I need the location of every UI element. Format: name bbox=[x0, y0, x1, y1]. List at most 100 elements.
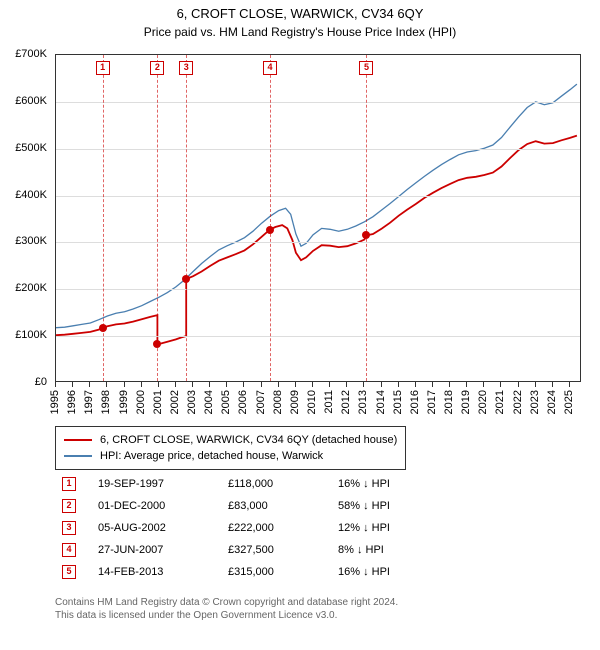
gridline bbox=[56, 149, 580, 150]
x-tick-label: 2015 bbox=[392, 390, 404, 414]
tx-row: 201-DEC-2000£83,00058% ↓ HPI bbox=[62, 495, 428, 517]
x-tick bbox=[398, 382, 399, 387]
x-tick bbox=[209, 382, 210, 387]
x-tick bbox=[192, 382, 193, 387]
y-tick-label: £100K bbox=[7, 329, 47, 341]
x-tick-label: 2025 bbox=[563, 390, 575, 414]
tx-row-diff: 12% ↓ HPI bbox=[338, 522, 428, 534]
y-tick-label: £500K bbox=[7, 142, 47, 154]
x-tick-label: 2008 bbox=[272, 390, 284, 414]
footer-line2: This data is licensed under the Open Gov… bbox=[55, 609, 398, 622]
x-tick-label: 2002 bbox=[169, 390, 181, 414]
chart-container: 6, CROFT CLOSE, WARWICK, CV34 6QY Price … bbox=[0, 0, 600, 650]
tx-row-price: £327,500 bbox=[228, 544, 338, 556]
x-tick bbox=[55, 382, 56, 387]
x-tick-label: 2022 bbox=[512, 390, 524, 414]
tx-dot bbox=[99, 324, 107, 332]
gridline bbox=[56, 242, 580, 243]
tx-row: 514-FEB-2013£315,00016% ↓ HPI bbox=[62, 561, 428, 583]
y-tick-label: £200K bbox=[7, 282, 47, 294]
gridline bbox=[56, 102, 580, 103]
line-hpi bbox=[56, 84, 577, 328]
x-tick bbox=[312, 382, 313, 387]
gridline bbox=[56, 336, 580, 337]
tx-marker: 1 bbox=[96, 61, 110, 75]
tx-vline bbox=[103, 55, 104, 381]
x-tick-label: 2009 bbox=[289, 390, 301, 414]
x-tick bbox=[141, 382, 142, 387]
legend-row-hpi: HPI: Average price, detached house, Warw… bbox=[64, 448, 397, 464]
tx-vline bbox=[366, 55, 367, 381]
x-tick-label: 2005 bbox=[220, 390, 232, 414]
transaction-table: 119-SEP-1997£118,00016% ↓ HPI201-DEC-200… bbox=[62, 473, 428, 583]
footer-line1: Contains HM Land Registry data © Crown c… bbox=[55, 596, 398, 609]
x-tick bbox=[124, 382, 125, 387]
tx-row-price: £222,000 bbox=[228, 522, 338, 534]
x-tick-label: 2010 bbox=[306, 390, 318, 414]
x-tick-label: 2023 bbox=[529, 390, 541, 414]
tx-vline bbox=[157, 55, 158, 381]
x-tick bbox=[432, 382, 433, 387]
legend-swatch-hpi bbox=[64, 455, 92, 457]
x-tick bbox=[381, 382, 382, 387]
x-tick-label: 2021 bbox=[494, 390, 506, 414]
tx-dot bbox=[153, 340, 161, 348]
tx-row-date: 27-JUN-2007 bbox=[98, 544, 228, 556]
x-tick-label: 2024 bbox=[546, 390, 558, 414]
line-property bbox=[56, 136, 577, 345]
x-tick bbox=[415, 382, 416, 387]
x-tick bbox=[535, 382, 536, 387]
y-tick-label: £0 bbox=[7, 376, 47, 388]
tx-vline bbox=[186, 55, 187, 381]
tx-row-diff: 8% ↓ HPI bbox=[338, 544, 428, 556]
x-tick bbox=[500, 382, 501, 387]
x-tick-label: 2014 bbox=[375, 390, 387, 414]
x-tick bbox=[363, 382, 364, 387]
x-tick-label: 1995 bbox=[49, 390, 61, 414]
legend-swatch-property bbox=[64, 439, 92, 441]
x-tick-label: 1998 bbox=[100, 390, 112, 414]
x-tick-label: 2004 bbox=[203, 390, 215, 414]
tx-dot bbox=[362, 231, 370, 239]
tx-dot bbox=[182, 275, 190, 283]
x-tick-label: 2011 bbox=[323, 390, 335, 414]
x-tick-label: 2007 bbox=[255, 390, 267, 414]
chart-title: 6, CROFT CLOSE, WARWICK, CV34 6QY bbox=[0, 0, 600, 21]
tx-marker: 4 bbox=[263, 61, 277, 75]
x-tick-label: 2017 bbox=[426, 390, 438, 414]
tx-row-date: 01-DEC-2000 bbox=[98, 500, 228, 512]
legend-row-property: 6, CROFT CLOSE, WARWICK, CV34 6QY (detac… bbox=[64, 432, 397, 448]
tx-row-date: 05-AUG-2002 bbox=[98, 522, 228, 534]
x-tick-label: 1996 bbox=[66, 390, 78, 414]
chart-subtitle: Price paid vs. HM Land Registry's House … bbox=[0, 21, 600, 45]
x-tick bbox=[483, 382, 484, 387]
tx-row-date: 19-SEP-1997 bbox=[98, 478, 228, 490]
x-tick-label: 2003 bbox=[186, 390, 198, 414]
x-tick-label: 2018 bbox=[443, 390, 455, 414]
tx-row-marker: 5 bbox=[62, 565, 76, 579]
tx-row-price: £83,000 bbox=[228, 500, 338, 512]
gridline bbox=[56, 289, 580, 290]
y-tick-label: £400K bbox=[7, 189, 47, 201]
x-tick-label: 2020 bbox=[477, 390, 489, 414]
tx-row: 427-JUN-2007£327,5008% ↓ HPI bbox=[62, 539, 428, 561]
tx-row-diff: 16% ↓ HPI bbox=[338, 566, 428, 578]
x-tick bbox=[466, 382, 467, 387]
tx-marker: 5 bbox=[359, 61, 373, 75]
tx-row-diff: 16% ↓ HPI bbox=[338, 478, 428, 490]
footer: Contains HM Land Registry data © Crown c… bbox=[55, 596, 398, 622]
legend: 6, CROFT CLOSE, WARWICK, CV34 6QY (detac… bbox=[55, 426, 406, 470]
x-tick bbox=[226, 382, 227, 387]
x-tick bbox=[261, 382, 262, 387]
x-tick-label: 2006 bbox=[237, 390, 249, 414]
tx-dot bbox=[266, 226, 274, 234]
tx-row-marker: 3 bbox=[62, 521, 76, 535]
y-tick-label: £700K bbox=[7, 48, 47, 60]
x-tick bbox=[518, 382, 519, 387]
tx-row-price: £118,000 bbox=[228, 478, 338, 490]
x-tick-label: 2001 bbox=[152, 390, 164, 414]
tx-row-marker: 2 bbox=[62, 499, 76, 513]
x-tick-label: 2000 bbox=[135, 390, 147, 414]
tx-vline bbox=[270, 55, 271, 381]
x-tick bbox=[449, 382, 450, 387]
